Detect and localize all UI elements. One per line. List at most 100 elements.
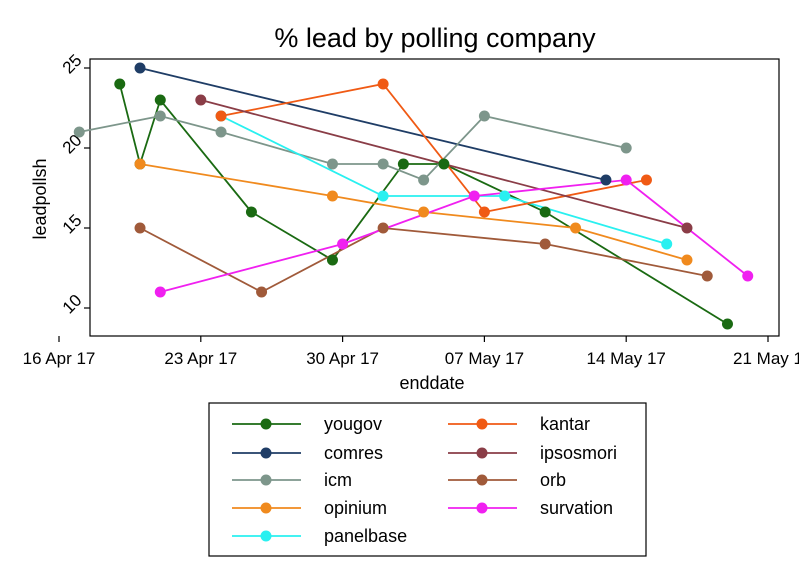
x-tick-label: 23 Apr 17 (164, 349, 237, 368)
data-point-kantar (478, 206, 490, 218)
data-point-kantar (215, 110, 227, 122)
data-point-ipsosmori (681, 222, 693, 234)
data-point-orb (256, 286, 268, 298)
series-line-icm (79, 115, 627, 182)
data-point-orb (701, 270, 713, 282)
data-point-opinium (418, 206, 430, 218)
series-markers-opinium (134, 158, 693, 266)
series-comres (139, 67, 607, 181)
x-tick-label: 30 Apr 17 (306, 349, 379, 368)
x-tick-label: 14 May 17 (587, 349, 666, 368)
legend-marker-orb (476, 474, 488, 486)
data-point-orb (539, 238, 551, 250)
data-point-opinium (570, 222, 582, 234)
legend-item-yougov: yougov (232, 414, 382, 434)
legend-label-opinium: opinium (324, 498, 387, 518)
data-point-icm (154, 110, 166, 122)
series-line-panelbase (220, 115, 667, 245)
chart-title: % lead by polling company (274, 23, 596, 53)
series-markers-orb (134, 222, 713, 298)
data-point-yougov (154, 94, 166, 106)
legend-marker-icm (260, 474, 272, 486)
legend-marker-panelbase (260, 530, 272, 542)
series-markers-survation (154, 174, 754, 298)
legend-item-orb: orb (448, 470, 566, 490)
legend-item-kantar: kantar (448, 414, 590, 434)
data-point-opinium (134, 158, 146, 170)
legend-marker-comres (260, 447, 272, 459)
y-tick-label: 25 (59, 51, 86, 78)
data-point-yougov (397, 158, 409, 170)
legend-label-orb: orb (540, 470, 566, 490)
data-point-icm (215, 126, 227, 138)
series-line-comres (139, 67, 607, 181)
legend-marker-yougov (260, 418, 272, 430)
data-point-survation (154, 286, 166, 298)
legend-item-ipsosmori: ipsosmori (448, 443, 617, 463)
x-tick-label: 16 Apr 17 (23, 349, 96, 368)
x-tick-label: 07 May 17 (445, 349, 524, 368)
legend-label-ipsosmori: ipsosmori (540, 443, 617, 463)
y-tick-label: 15 (59, 211, 86, 238)
data-point-ipsosmori (195, 94, 207, 106)
data-point-icm (377, 158, 389, 170)
data-point-icm (478, 110, 490, 122)
y-axis-label: leadpollsh (30, 158, 50, 239)
legend-label-panelbase: panelbase (324, 526, 407, 546)
data-point-yougov (245, 206, 257, 218)
series-layer (73, 62, 754, 330)
data-point-survation (620, 174, 632, 186)
legend-label-comres: comres (324, 443, 383, 463)
data-point-kantar (377, 78, 389, 90)
data-point-yougov (114, 78, 126, 90)
legend-marker-kantar (476, 418, 488, 430)
legend-label-icm: icm (324, 470, 352, 490)
data-point-orb (134, 222, 146, 234)
plot-area (89, 58, 780, 337)
data-point-opinium (681, 254, 693, 266)
data-point-comres (134, 62, 146, 74)
data-point-panelbase (377, 190, 389, 202)
legend-item-opinium: opinium (232, 498, 387, 518)
data-point-yougov (438, 158, 450, 170)
series-markers-ipsosmori (195, 94, 693, 234)
data-point-panelbase (499, 190, 511, 202)
legend: yougov kantar comres ipsosmori icm orb opinium… (232, 414, 617, 546)
x-axis-label: enddate (399, 373, 464, 393)
data-point-icm (326, 158, 338, 170)
legend-label-kantar: kantar (540, 414, 590, 434)
data-point-kantar (640, 174, 652, 186)
data-point-yougov (721, 318, 733, 330)
legend-item-icm: icm (232, 470, 352, 490)
data-point-orb (377, 222, 389, 234)
data-point-survation (337, 238, 349, 250)
x-axis: 16 Apr 17 23 Apr 17 30 Apr 17 07 May 17 14 M… (23, 336, 799, 368)
series-icm (79, 115, 627, 182)
data-point-panelbase (661, 238, 673, 250)
legend-label-survation: survation (540, 498, 613, 518)
data-point-yougov (539, 206, 551, 218)
legend-item-comres: comres (232, 443, 383, 463)
data-point-icm (620, 142, 632, 154)
data-point-icm (73, 126, 85, 138)
data-point-icm (418, 174, 430, 186)
data-point-survation (742, 270, 754, 282)
data-point-opinium (326, 190, 338, 202)
data-point-survation (468, 190, 480, 202)
legend-marker-opinium (260, 502, 272, 514)
legend-marker-survation (476, 502, 488, 514)
legend-item-panelbase: panelbase (232, 526, 407, 546)
data-point-comres (600, 174, 612, 186)
series-panelbase (220, 115, 667, 245)
legend-item-survation: survation (448, 498, 613, 518)
data-point-yougov (326, 254, 338, 266)
x-tick-label: 21 May 1 (733, 349, 799, 368)
legend-marker-ipsosmori (476, 447, 488, 459)
series-markers-comres (134, 62, 612, 186)
series-markers-icm (73, 110, 632, 186)
legend-label-yougov: yougov (324, 414, 382, 434)
y-tick-label: 10 (59, 291, 86, 318)
series-markers-kantar (215, 78, 652, 218)
